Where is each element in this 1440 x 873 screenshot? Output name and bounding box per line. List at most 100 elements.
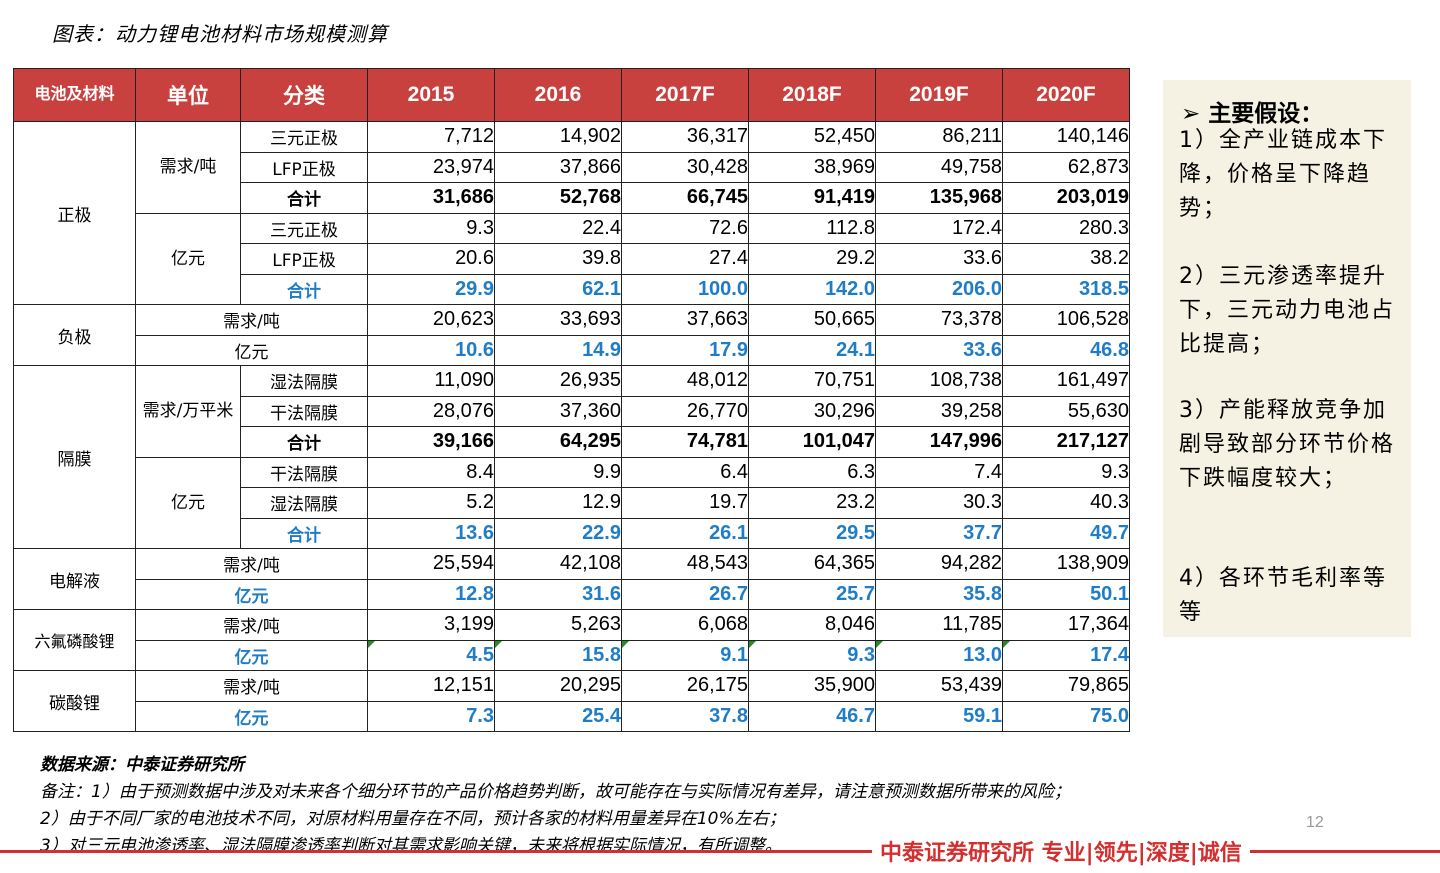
figure-title: 图表：动力锂电池材料市场规模测算: [52, 22, 388, 46]
subcategory-total: 合计: [240, 273, 368, 305]
page-number: 12: [1306, 814, 1324, 831]
value-cell: 33.6: [875, 334, 1003, 366]
category-cathode: 正极: [13, 121, 136, 305]
value-cell: 135,968: [875, 182, 1003, 214]
value-cell: 9.3: [367, 212, 495, 244]
value-cell: 37,663: [621, 304, 749, 336]
value-cell: 280.3: [1002, 212, 1130, 244]
value-cell: 5.2: [367, 487, 495, 519]
value-cell: 20.6: [367, 243, 495, 275]
value-cell: 9.3: [1002, 456, 1130, 488]
value-cell: 29.2: [748, 243, 876, 275]
value-cell: 38,969: [748, 151, 876, 183]
value-cell: 52,768: [494, 182, 622, 214]
subcategory: 干法隔膜: [240, 456, 368, 488]
value-cell: 38.2: [1002, 243, 1130, 275]
value-cell: 66,745: [621, 182, 749, 214]
value-cell: 106,528: [1002, 304, 1130, 336]
table-row: 合计 31,686 52,768 66,745 91,419 135,968 2…: [14, 182, 1130, 214]
value-cell: 147,996: [875, 426, 1003, 458]
table-row: 电解液 需求/吨 25,594 42,108 48,543 64,365 94,…: [13, 548, 1130, 610]
value-cell: 33,693: [494, 304, 622, 336]
value-cell: 100.0: [621, 273, 749, 305]
value-cell: 50.1: [1002, 578, 1130, 610]
subcategory: 亿元: [135, 700, 368, 732]
value-cell: 40.3: [1002, 487, 1130, 519]
assumptions-panel: ➢ 主要假设： 1）全产业链成本下降，价格呈下降趋势； 2）三元渗透率提升下，三…: [1163, 80, 1411, 637]
assumption-item: 4）各环节毛利率等等: [1179, 566, 1387, 625]
value-cell: 9.3: [748, 639, 876, 671]
footer-divider: [0, 850, 1440, 853]
table-row: 亿元 10.6 14.9 17.9 24.1 33.6 46.8: [14, 334, 1130, 366]
value-cell: 39.8: [494, 243, 622, 275]
assumption-item: 2）三元渗透率提升下，三元动力电池占比提高；: [1179, 264, 1396, 357]
table-row: 亿元 7.3 25.4 37.8 46.7 59.1 75.0: [14, 700, 1130, 732]
value-cell: 25,594: [367, 548, 495, 580]
note-line: 2）由于不同厂家的电池技术不同，对原材料用量存在不同，预计各家的材料用量差异在1…: [40, 809, 786, 829]
subcategory: 亿元: [135, 639, 368, 671]
category-lipf6: 六氟磷酸锂: [13, 609, 136, 671]
value-cell: 6.3: [748, 456, 876, 488]
subcategory: 三元正极: [240, 121, 368, 153]
value-cell: 112.8: [748, 212, 876, 244]
value-cell: 42,108: [494, 548, 622, 580]
table-row: 碳酸锂 需求/吨 12,151 20,295 26,175 35,900 53,…: [13, 670, 1130, 732]
unit-demand-ton: 需求/吨: [135, 121, 241, 214]
value-cell: 53,439: [875, 670, 1003, 702]
value-cell: 64,365: [748, 548, 876, 580]
value-cell: 11,785: [875, 609, 1003, 641]
value-cell: 35.8: [875, 578, 1003, 610]
subcategory: 湿法隔膜: [240, 365, 368, 397]
value-cell: 14.9: [494, 334, 622, 366]
value-cell: 72.6: [621, 212, 749, 244]
value-cell: 13.6: [367, 517, 495, 549]
value-cell: 20,295: [494, 670, 622, 702]
value-cell: 7,712: [367, 121, 495, 153]
value-cell: 35,900: [748, 670, 876, 702]
value-cell: 17.4: [1002, 639, 1130, 671]
assumption-item: 3）产能释放竞争加剧导致部分环节价格下跌幅度较大；: [1179, 398, 1396, 491]
table-row: 干法隔膜 28,076 37,360 26,770 30,296 39,258 …: [14, 395, 1130, 427]
data-source: 数据来源：中泰证券研究所: [40, 755, 244, 775]
subcategory: LFP正极: [240, 151, 368, 183]
value-cell: 12.9: [494, 487, 622, 519]
table-header-row: 电池及材料 单位 分类 2015 2016 2017F 2018F 2019F …: [13, 68, 1130, 122]
value-cell: 46.8: [1002, 334, 1130, 366]
value-cell: 203,019: [1002, 182, 1130, 214]
value-cell: 64,295: [494, 426, 622, 458]
subcategory: 需求/吨: [135, 670, 368, 702]
table-row: LFP正极 23,974 37,866 30,428 38,969 49,758…: [14, 151, 1130, 183]
table-row: 隔膜 需求/万平米 湿法隔膜 11,090 26,935 48,012 70,7…: [13, 365, 1130, 549]
table-row: 正极 需求/吨 三元正极 7,712 14,902 36,317 52,450 …: [13, 121, 1130, 305]
value-cell: 172.4: [875, 212, 1003, 244]
value-cell: 59.1: [875, 700, 1003, 732]
value-cell: 37.7: [875, 517, 1003, 549]
header-2015: 2015: [367, 68, 495, 122]
table-row: 负极 需求/吨 20,623 33,693 37,663 50,665 73,3…: [13, 304, 1130, 366]
value-cell: 8,046: [748, 609, 876, 641]
value-cell: 3,199: [367, 609, 495, 641]
value-cell: 206.0: [875, 273, 1003, 305]
value-cell: 26,935: [494, 365, 622, 397]
header-2018f: 2018F: [748, 68, 876, 122]
subcategory: LFP正极: [240, 243, 368, 275]
value-cell: 15.8: [494, 639, 622, 671]
value-cell: 142.0: [748, 273, 876, 305]
value-cell: 46.7: [748, 700, 876, 732]
value-cell: 6,068: [621, 609, 749, 641]
header-category: 分类: [240, 68, 368, 122]
value-cell: 9.9: [494, 456, 622, 488]
category-separator: 隔膜: [13, 365, 136, 549]
value-cell: 49.7: [1002, 517, 1130, 549]
value-cell: 7.3: [367, 700, 495, 732]
value-cell: 79,865: [1002, 670, 1130, 702]
value-cell: 37,360: [494, 395, 622, 427]
value-cell: 30,428: [621, 151, 749, 183]
value-cell: 138,909: [1002, 548, 1130, 580]
value-cell: 37,866: [494, 151, 622, 183]
value-cell: 101,047: [748, 426, 876, 458]
value-cell: 55,630: [1002, 395, 1130, 427]
value-cell: 6.4: [621, 456, 749, 488]
value-cell: 318.5: [1002, 273, 1130, 305]
table-row: 亿元 干法隔膜 8.4 9.9 6.4 6.3 7.4 9.3: [14, 456, 1130, 549]
